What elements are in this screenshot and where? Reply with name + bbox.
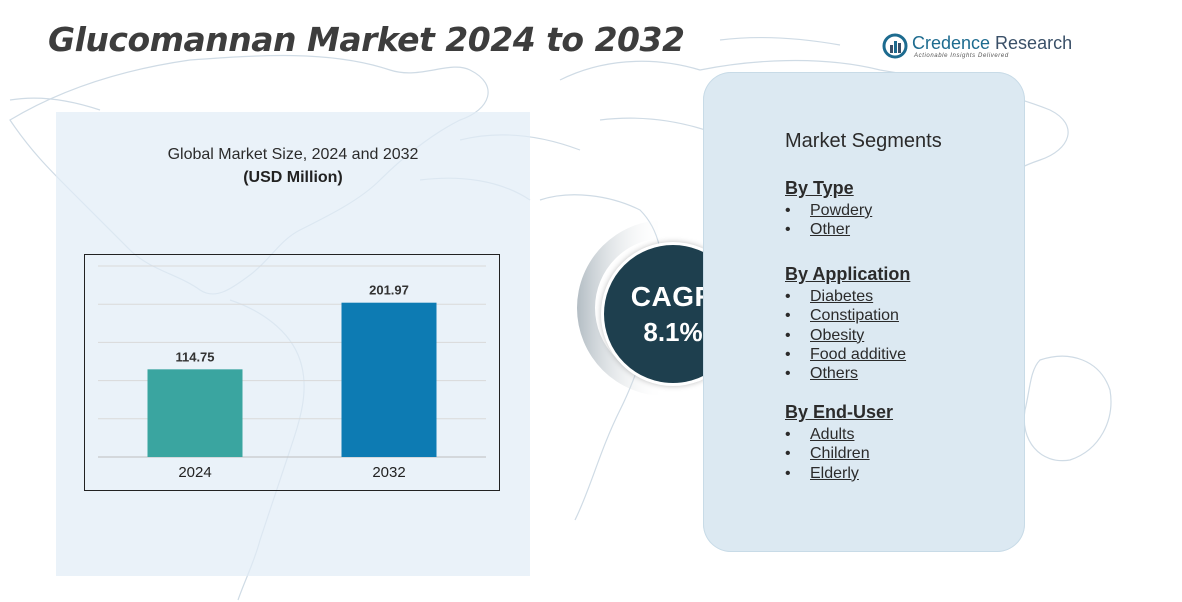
- page-title: Glucomannan Market 2024 to 2032: [48, 20, 685, 59]
- segment-item-constipation[interactable]: Constipation: [810, 307, 899, 325]
- segment-item-diabetes[interactable]: Diabetes: [810, 288, 874, 305]
- segment-item-other[interactable]: Other: [810, 221, 851, 239]
- segment-item-obesity[interactable]: Obesity: [810, 326, 865, 344]
- list-item: • Diabetes: [785, 287, 910, 306]
- list-item: • Other: [785, 220, 872, 239]
- segment-group-by-application: By Application • Diabetes • Constipation •…: [785, 264, 910, 383]
- segment-list: • Powdery • Other: [785, 201, 872, 240]
- bullet-icon: •: [785, 307, 791, 325]
- bullet-icon: •: [785, 221, 791, 239]
- market-segments-panel: Market Segments By Type • Powdery • Other …: [703, 72, 1025, 552]
- bullet-icon: •: [785, 464, 791, 482]
- bullet-icon: •: [785, 202, 791, 219]
- bullet-icon: •: [785, 445, 791, 463]
- list-item: • Children: [785, 444, 893, 463]
- category-label-2032: 2032: [372, 464, 405, 481]
- list-item: • Food additive: [785, 345, 910, 364]
- chart-unit: (USD Million): [243, 169, 343, 186]
- list-item: • Adults: [785, 425, 893, 444]
- chart-title: Global Market Size, 2024 and 2032: [167, 146, 419, 163]
- list-item: • Constipation: [785, 306, 910, 325]
- value-label-2032: 201.97: [369, 283, 409, 298]
- cagr-label: CAGR: [630, 281, 716, 312]
- segment-item-adults[interactable]: Adults: [810, 426, 855, 443]
- bullet-icon: •: [785, 426, 791, 443]
- bullet-icon: •: [785, 345, 791, 363]
- logo-tagline: Actionable Insights Delivered: [914, 53, 1009, 59]
- list-item: • Powdery: [785, 201, 872, 220]
- bar-2032: [341, 302, 437, 457]
- list-item: • Obesity: [785, 326, 910, 345]
- value-label-2024: 114.75: [175, 349, 214, 364]
- segment-item-children[interactable]: Children: [810, 445, 870, 463]
- bullet-icon: •: [785, 288, 791, 305]
- segment-item-food-additive[interactable]: Food additive: [810, 345, 907, 363]
- category-label-2024: 2024: [178, 464, 211, 481]
- segment-list: • Diabetes • Constipation • Obesity • Food a…: [785, 287, 910, 383]
- segment-group-by-end-user: By End-User • Adults • Children • Elderly: [785, 402, 893, 483]
- logo-name-part2: Research: [990, 33, 1073, 53]
- bullet-icon: •: [785, 326, 791, 344]
- list-item: • Elderly: [785, 464, 893, 483]
- chart-frame: [84, 254, 500, 491]
- segment-item-others[interactable]: Others: [810, 365, 859, 383]
- bullet-icon: •: [785, 365, 791, 383]
- logo-name: Credence Research: [912, 33, 1072, 54]
- segment-heading: By Type: [785, 178, 854, 198]
- cagr-value: 8.1%: [643, 317, 703, 347]
- chart-value-labels: 114.75 201.97: [175, 283, 408, 365]
- bar-chart: 114.75 201.97 2024 2032: [84, 254, 500, 491]
- segment-heading: By End-User: [785, 402, 894, 422]
- logo-mark-icon: [882, 33, 908, 59]
- segment-item-elderly[interactable]: Elderly: [810, 464, 859, 482]
- list-item: • Others: [785, 364, 910, 383]
- segments-title: Market Segments: [785, 130, 942, 152]
- segment-group-by-type: By Type • Powdery • Other: [785, 178, 872, 240]
- segment-list: • Adults • Children • Elderly: [785, 425, 893, 483]
- logo-name-part1: Credence: [912, 33, 991, 53]
- chart-bars: [147, 302, 437, 457]
- cagr-ring-decoration: [577, 220, 665, 396]
- segment-heading: By Application: [785, 264, 911, 284]
- chart-panel: Global Market Size, 2024 and 2032 (USD M…: [56, 112, 530, 576]
- chart-category-labels: 2024 2032: [178, 464, 405, 481]
- segment-item-powdery[interactable]: Powdery: [810, 202, 873, 219]
- credence-research-logo: Credence Research Actionable Insights De…: [882, 32, 1072, 64]
- bar-2024: [147, 369, 243, 457]
